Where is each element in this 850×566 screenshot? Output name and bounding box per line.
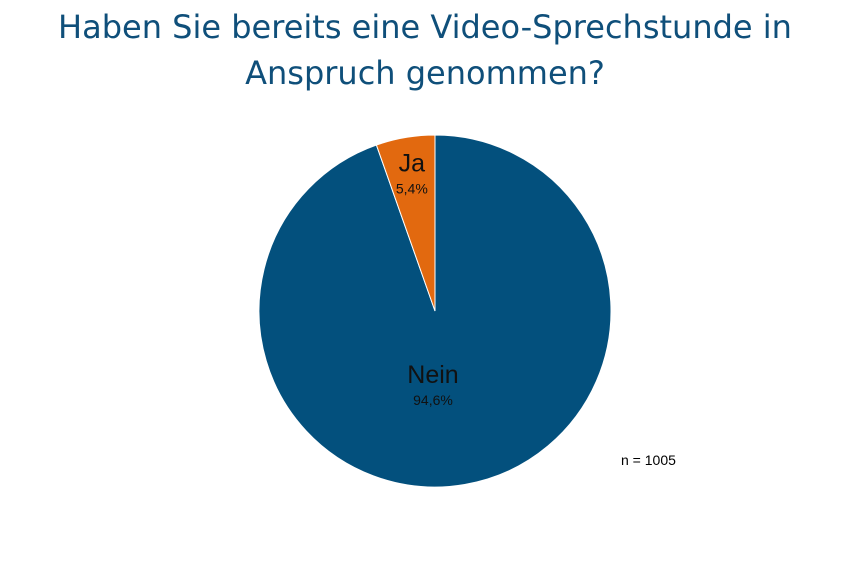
pie-slice-ja (375, 134, 436, 312)
slice-value-nein: 94,6% (413, 392, 453, 408)
slice-label-nein: Nein (407, 361, 458, 389)
slice-value-ja: 5,4% (396, 181, 428, 197)
pie-slices (258, 134, 612, 488)
slice-label-ja: Ja (399, 150, 426, 178)
sample-size-note: n = 1005 (621, 452, 676, 468)
pie-labels: Nein 94,6% Ja 5,4% (396, 150, 459, 408)
chart-title: Haben Sie bereits eine Video-Sprechstund… (58, 8, 792, 92)
